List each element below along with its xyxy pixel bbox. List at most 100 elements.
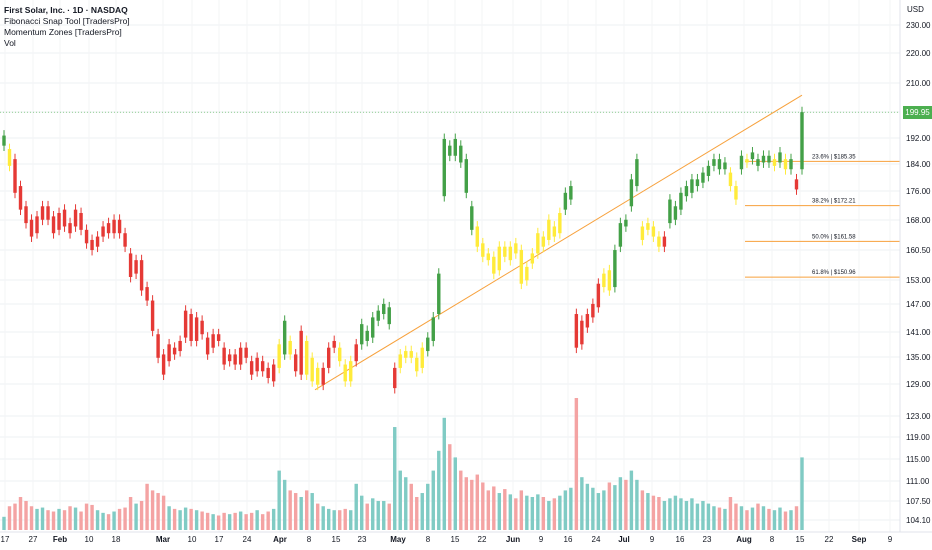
volume-bar: [723, 508, 727, 530]
candle-body: [244, 347, 248, 358]
candle-body: [216, 334, 221, 341]
candle-body: [46, 206, 50, 220]
volume-bar: [343, 508, 347, 530]
candle-body: [580, 320, 584, 345]
volume-bar: [646, 493, 650, 530]
candle-body: [525, 266, 529, 281]
volume-bar: [712, 506, 716, 530]
candle-body: [514, 243, 518, 254]
candle-body: [73, 209, 78, 227]
candle-body: [167, 344, 171, 362]
symbol-title[interactable]: First Solar, Inc. · 1D · NASDAQ: [4, 5, 128, 15]
candle-body: [415, 357, 419, 372]
candle-body: [134, 260, 138, 274]
volume-bar: [360, 495, 364, 530]
time-tick: 15: [796, 535, 805, 544]
fib-level-label: 38.2% | $172.21: [812, 199, 856, 205]
volume-bar: [536, 494, 540, 530]
candle-body: [29, 219, 34, 237]
candle-body: [106, 223, 111, 234]
candle-body: [750, 152, 755, 160]
candle-body: [123, 233, 127, 247]
candle-body: [635, 159, 639, 187]
candle-body: [530, 253, 535, 264]
volume-bar: [40, 507, 45, 530]
fib-level-label: 50.0% | $161.58: [812, 234, 856, 240]
candle-body: [783, 159, 788, 170]
price-axis[interactable]: 230.00220.00210.00200.00192.00184.00176.…: [899, 0, 931, 532]
volume-bar: [238, 511, 243, 530]
time-tick: Feb: [53, 535, 67, 544]
indicator-fibonacci[interactable]: Fibonacci Snap Tool [TradersPro]: [4, 16, 130, 26]
candle-body: [761, 155, 766, 163]
volume-bar: [79, 511, 83, 530]
volume-bar: [552, 498, 557, 530]
candle-body: [519, 250, 524, 284]
volume-bar: [128, 497, 133, 530]
candle-body: [326, 347, 331, 368]
time-tick: 17: [215, 535, 224, 544]
volume-bar: [161, 495, 166, 530]
candle-body: [778, 152, 782, 163]
candle-body: [145, 287, 149, 301]
volume-bar: [426, 483, 430, 530]
time-axis[interactable]: 17 27 Feb 10 18 Mar 10 17 24 Apr 8 15 23 May 8 15 22 Jun 9…: [0, 531, 932, 544]
candle-body: [640, 226, 645, 240]
indicator-volume[interactable]: Vol: [4, 38, 16, 48]
candle-body: [486, 253, 491, 261]
volume-bar: [745, 510, 749, 530]
candle-body: [90, 239, 94, 251]
candle-body: [734, 186, 738, 200]
price-tick: 129.00: [906, 380, 931, 389]
candle-body: [541, 236, 546, 247]
time-tick: 8: [426, 535, 431, 544]
volume-bar: [315, 503, 320, 530]
volume-bar: [734, 503, 738, 530]
volume-bar: [651, 495, 656, 530]
candle-body: [657, 236, 661, 247]
volume-bar: [547, 500, 551, 530]
indicator-momentum[interactable]: Momentum Zones [TradersPro]: [4, 27, 122, 37]
volume-bar: [800, 457, 804, 530]
candle-body: [161, 354, 166, 375]
volume-bar: [789, 510, 793, 530]
time-tick: 17: [1, 535, 10, 544]
volume-bar: [95, 510, 100, 530]
fib-level-label: 23.6% | $185.35: [812, 154, 856, 160]
currency-label[interactable]: USD: [907, 5, 924, 14]
volume-bar: [657, 497, 661, 530]
candle-body: [602, 273, 606, 288]
volume-bar: [321, 506, 325, 530]
candle-body: [684, 186, 689, 197]
volume-bar: [574, 398, 579, 530]
volume-bar: [189, 508, 193, 530]
volume-bar: [332, 510, 336, 530]
candle-body: [409, 351, 413, 358]
volume-bar: [695, 503, 700, 530]
volume-bar: [233, 512, 237, 530]
volume-bar: [486, 490, 491, 530]
volume-bar: [73, 507, 78, 530]
time-tick: 10: [85, 535, 94, 544]
time-tick: 9: [650, 535, 655, 544]
volume-bar: [756, 503, 760, 530]
candle-body: [646, 223, 650, 230]
price-tick: 141.00: [906, 328, 931, 337]
volume-bar: [387, 503, 391, 530]
volume-bar: [156, 493, 160, 530]
volume-bar: [442, 417, 446, 530]
candle-body: [2, 135, 6, 146]
candle-body: [271, 364, 276, 382]
volume-bar: [684, 500, 689, 530]
candle-body: [448, 145, 452, 156]
candle-body: [767, 155, 771, 163]
candle-body: [354, 344, 358, 362]
candle-body: [13, 159, 17, 193]
candle-body: [293, 354, 298, 372]
candle-body: [508, 246, 513, 261]
candle-body: [629, 179, 634, 207]
volume-bar: [117, 508, 122, 530]
volume-bar: [448, 444, 452, 530]
candlesticks: [2, 106, 804, 394]
